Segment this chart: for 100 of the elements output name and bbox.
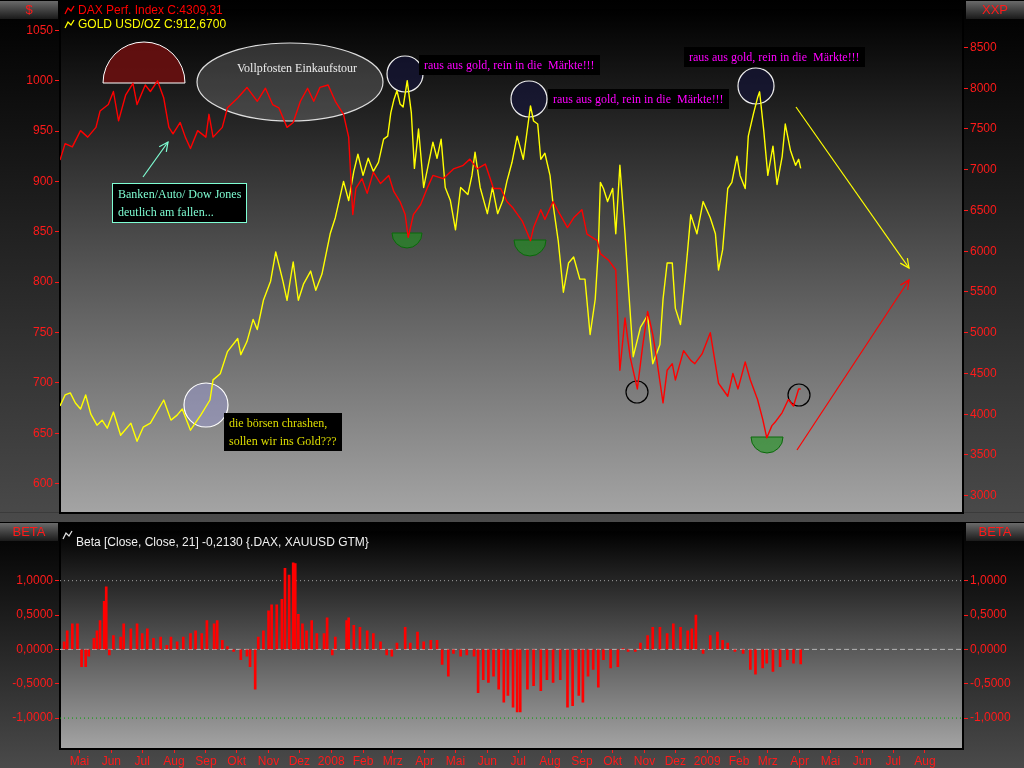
bar	[459, 649, 462, 657]
y2-tick-label: -0,5000	[970, 676, 1012, 691]
bar	[152, 638, 155, 650]
x-tick-label: Jun	[477, 753, 498, 768]
y2-tick-label: 7500	[970, 121, 998, 136]
bar	[80, 649, 83, 667]
y2-tick-label: -1,0000	[970, 710, 1012, 725]
y-tick-label: 0,5000	[16, 607, 54, 622]
bar	[226, 646, 229, 650]
bar	[481, 649, 485, 680]
bar	[502, 649, 506, 703]
bar	[220, 640, 224, 650]
bar	[330, 649, 334, 656]
y-tick-label: 650	[32, 425, 54, 440]
bar	[446, 649, 450, 677]
bar	[408, 642, 412, 650]
bar	[390, 649, 394, 657]
bar	[571, 649, 574, 707]
y2-axis-title: XXP	[966, 1, 1024, 19]
bar	[786, 649, 789, 661]
y-tick-label: 1050	[26, 22, 54, 37]
x-tick-label: Mai	[69, 753, 90, 768]
x-tick-label: Jun	[852, 753, 872, 768]
x-tick-label: Aug	[539, 753, 561, 768]
x-tick-label: Jul	[885, 753, 901, 768]
x-tick-label: Dez	[288, 753, 311, 768]
bar	[140, 633, 144, 650]
bar	[379, 641, 382, 650]
x-tick-label: Mrz	[382, 753, 403, 768]
y-tick-label: 600	[32, 475, 54, 490]
bar	[112, 635, 115, 650]
bar	[726, 642, 730, 650]
annotation: raus aus gold, rein in die Märkte!!!	[548, 89, 729, 109]
y-tick-label: 1000	[26, 73, 54, 88]
bar	[539, 649, 543, 691]
y2-tick-label: 8000	[970, 80, 998, 95]
y2-axis-title: BETA	[966, 523, 1024, 541]
bar	[385, 649, 389, 656]
x-tick-label: Mai	[445, 753, 466, 768]
annotation: die börsen chrashen, sollen wir ins Gold???	[224, 413, 342, 451]
x-tick-label: Nov	[633, 753, 656, 768]
bar	[181, 636, 185, 650]
bar	[256, 636, 260, 650]
y2-tick-label: 0,0000	[970, 641, 1008, 656]
x-tick-label: Jun	[101, 753, 122, 768]
x-tick-label: Apr	[415, 753, 435, 768]
bar	[145, 628, 149, 650]
bar	[749, 649, 752, 670]
x-tick-label: Mrz	[757, 753, 778, 768]
y-tick-label: -0,5000	[12, 676, 54, 691]
bar	[159, 636, 163, 650]
bar	[310, 620, 314, 650]
bar	[492, 649, 495, 677]
bar	[71, 623, 74, 650]
annotation: raus aus gold, rein in die Märkte!!!	[419, 55, 600, 75]
bar	[333, 636, 337, 650]
y2-tick-label: 6000	[970, 243, 998, 258]
bar	[577, 649, 581, 696]
bar	[65, 630, 69, 650]
x-tick-label: Aug	[914, 753, 936, 768]
y-tick-label: 1,0000	[16, 572, 54, 587]
y2-tick-label: 7000	[970, 162, 998, 177]
bar	[690, 628, 694, 650]
annotation: Banken/Auto/ Dow Jones deutlich am fallen...	[112, 183, 248, 223]
x-tick-label: Okt	[227, 753, 247, 768]
y2-tick-label: 5500	[970, 284, 998, 299]
bar	[566, 649, 569, 708]
x-tick-label: Aug	[163, 753, 185, 768]
bar	[422, 641, 425, 650]
bar	[194, 630, 197, 650]
bar	[792, 649, 795, 664]
y-tick-label: 700	[32, 375, 54, 390]
bar	[487, 649, 490, 683]
y-tick-label: 800	[32, 274, 54, 289]
bar	[716, 631, 719, 650]
bar	[497, 649, 500, 690]
bar	[754, 649, 757, 675]
bar	[107, 649, 111, 656]
y-tick-label: 850	[32, 224, 54, 239]
y2-tick-label: 1,0000	[970, 572, 1008, 587]
bar	[372, 633, 375, 650]
x-tick-label: Apr	[790, 753, 809, 768]
y-tick-label: -1,0000	[12, 710, 54, 725]
bar	[639, 642, 642, 650]
bar	[416, 631, 419, 650]
x-tick-label: Jul	[510, 753, 526, 768]
y-axis-title: $	[0, 1, 58, 19]
bar	[708, 635, 712, 650]
y2-tick-label: 4000	[970, 406, 998, 421]
annotation: raus aus gold, rein in die Märkte!!!	[684, 47, 865, 67]
bar	[799, 649, 803, 665]
y-tick-label: 750	[32, 324, 54, 339]
bar	[253, 649, 257, 690]
bar	[616, 649, 620, 667]
bar	[765, 649, 769, 664]
y2-tick-label: 3000	[970, 488, 998, 502]
bar	[526, 649, 529, 690]
bar	[403, 627, 407, 650]
bar	[465, 649, 469, 656]
bar	[558, 649, 562, 680]
